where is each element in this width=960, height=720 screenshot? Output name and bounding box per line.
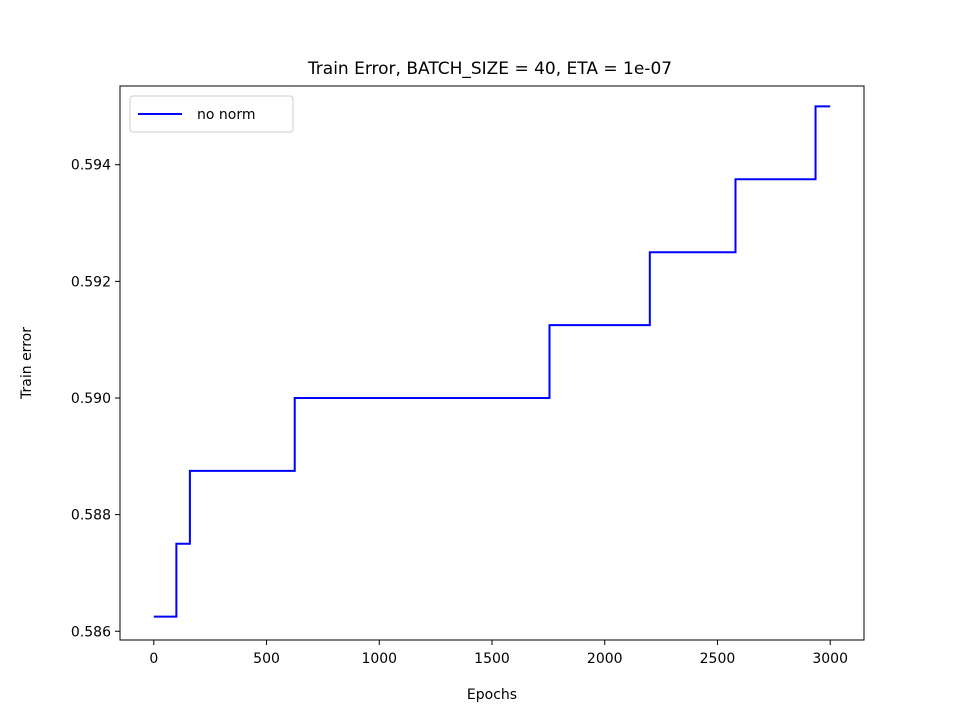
- y-tick-label: 0.588: [71, 508, 111, 524]
- x-tick-label: 500: [253, 651, 280, 667]
- y-tick-label: 0.586: [71, 624, 111, 640]
- x-tick-label: 0: [149, 651, 158, 667]
- chart-title: Train Error, BATCH_SIZE = 40, ETA = 1e-0…: [307, 59, 672, 79]
- series-layer: [153, 105, 831, 618]
- legend-box: [129, 95, 294, 133]
- y-tick-label: 0.590: [71, 391, 111, 407]
- x-axis-title: Epochs: [467, 687, 517, 703]
- x-tick-label: 1000: [361, 651, 397, 667]
- legend: no norm: [129, 95, 294, 133]
- y-axis: 0.586 0.588 0.590 0.592 0.594: [71, 158, 120, 640]
- x-tick-label: 3000: [812, 651, 848, 667]
- x-tick-label: 2500: [700, 651, 736, 667]
- x-tick-label: 2000: [587, 651, 623, 667]
- y-axis-title: Train error: [19, 327, 35, 400]
- y-tick-label: 0.594: [71, 158, 111, 174]
- x-axis: 0 500 1000 1500 2000 2500 3000: [149, 640, 848, 667]
- legend-label-no-norm: no norm: [197, 107, 255, 123]
- x-tick-label: 1500: [474, 651, 510, 667]
- series-line-0: [153, 105, 831, 618]
- y-tick-label: 0.592: [71, 274, 111, 290]
